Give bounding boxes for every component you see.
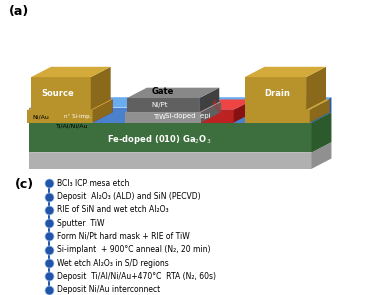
- Polygon shape: [31, 77, 91, 110]
- Polygon shape: [306, 67, 326, 110]
- Text: Deposit Ni/Au interconnect: Deposit Ni/Au interconnect: [57, 285, 160, 294]
- Polygon shape: [28, 110, 93, 122]
- Polygon shape: [91, 67, 111, 110]
- Polygon shape: [125, 102, 221, 112]
- Text: RIE of SiN and wet etch Al₂O₃: RIE of SiN and wet etch Al₂O₃: [57, 205, 169, 214]
- Polygon shape: [125, 112, 201, 122]
- Polygon shape: [199, 88, 219, 112]
- Text: n⁺ Si-imp.: n⁺ Si-imp.: [64, 114, 91, 119]
- Polygon shape: [127, 88, 219, 98]
- Polygon shape: [310, 99, 329, 122]
- Text: Source: Source: [42, 89, 75, 98]
- Text: Form Ni/Pt hard mask + RIE of TiW: Form Ni/Pt hard mask + RIE of TiW: [57, 232, 190, 241]
- Polygon shape: [245, 67, 326, 77]
- Text: Drain: Drain: [264, 89, 290, 98]
- Polygon shape: [29, 142, 331, 153]
- Polygon shape: [29, 108, 311, 122]
- Text: Si-implant  + 900°C anneal (N₂, 20 min): Si-implant + 900°C anneal (N₂, 20 min): [57, 245, 211, 254]
- Polygon shape: [29, 122, 311, 153]
- Polygon shape: [201, 99, 254, 110]
- Polygon shape: [31, 67, 111, 77]
- Polygon shape: [311, 112, 331, 153]
- Polygon shape: [201, 102, 221, 122]
- Text: Sputter  TiW: Sputter TiW: [57, 219, 105, 228]
- Text: Wet etch Al₂O₃ in S/D regions: Wet etch Al₂O₃ in S/D regions: [57, 259, 169, 268]
- Polygon shape: [29, 153, 311, 169]
- Polygon shape: [60, 99, 112, 110]
- Polygon shape: [93, 99, 112, 122]
- Text: Ni/Au: Ni/Au: [32, 114, 49, 119]
- Polygon shape: [245, 99, 329, 110]
- Text: Fe-doped (010) Ga$_2$O$_3$: Fe-doped (010) Ga$_2$O$_3$: [107, 132, 211, 145]
- Text: Gate: Gate: [152, 87, 174, 96]
- Text: Deposit  Al₂O₃ (ALD) and SiN (PECVD): Deposit Al₂O₃ (ALD) and SiN (PECVD): [57, 192, 201, 201]
- Polygon shape: [245, 77, 306, 110]
- Text: Deposit  Ti/Al/Ni/Au+470°C  RTA (N₂, 60s): Deposit Ti/Al/Ni/Au+470°C RTA (N₂, 60s): [57, 272, 216, 281]
- Polygon shape: [29, 112, 331, 122]
- Polygon shape: [245, 110, 310, 122]
- Polygon shape: [29, 97, 331, 108]
- Polygon shape: [201, 110, 234, 122]
- Polygon shape: [28, 99, 112, 110]
- Text: Ti/Al/Ni/Au: Ti/Al/Ni/Au: [57, 124, 89, 129]
- Text: Spacer: Spacer: [209, 98, 224, 119]
- Polygon shape: [93, 99, 112, 122]
- Polygon shape: [311, 97, 331, 122]
- Text: (c): (c): [15, 178, 34, 191]
- Text: BCl₃ ICP mesa etch: BCl₃ ICP mesa etch: [57, 179, 129, 188]
- Polygon shape: [60, 110, 93, 122]
- Text: TiW: TiW: [153, 114, 166, 120]
- Text: Ni/Pt: Ni/Pt: [151, 102, 168, 108]
- Text: (a): (a): [9, 5, 30, 19]
- Polygon shape: [311, 142, 331, 169]
- Text: Si-doped  epi: Si-doped epi: [164, 113, 210, 119]
- Polygon shape: [127, 98, 199, 112]
- Polygon shape: [234, 99, 254, 122]
